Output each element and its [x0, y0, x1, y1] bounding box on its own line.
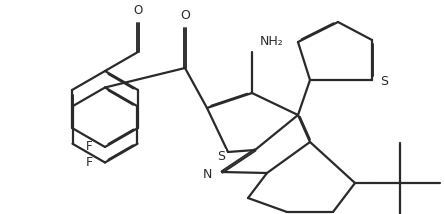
- Text: S: S: [217, 150, 225, 162]
- Text: N: N: [202, 168, 212, 180]
- Text: O: O: [134, 4, 142, 18]
- Text: S: S: [380, 74, 388, 88]
- Text: NH₂: NH₂: [260, 35, 284, 48]
- Text: O: O: [180, 9, 190, 22]
- Text: F: F: [85, 141, 92, 153]
- Text: F: F: [86, 156, 93, 169]
